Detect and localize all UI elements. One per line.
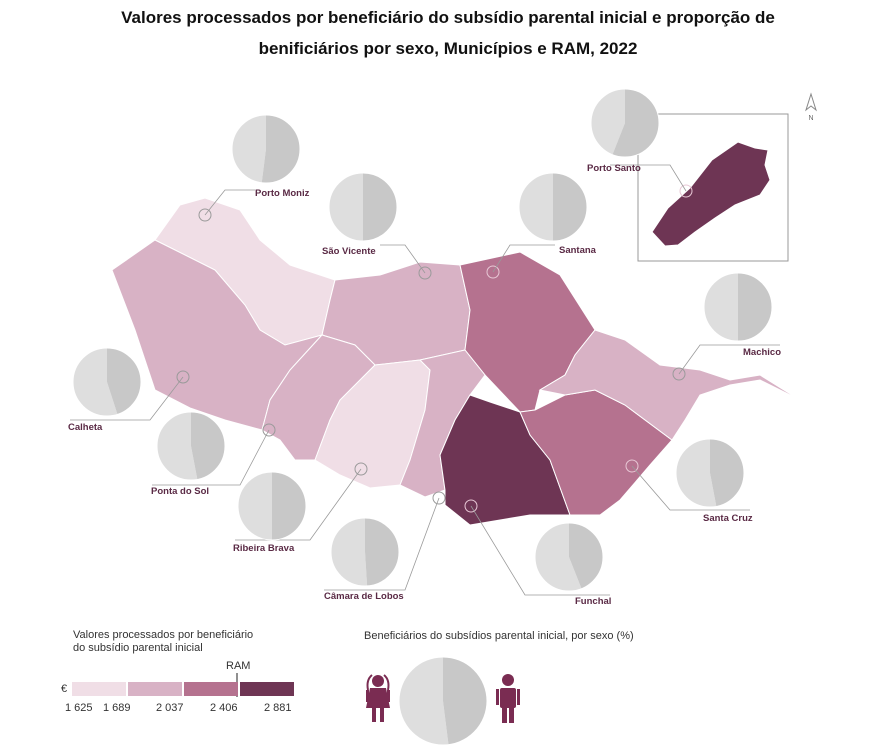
legend-values-title-1: Valores processados por beneficiário bbox=[73, 629, 254, 641]
pie-funchal bbox=[534, 522, 604, 592]
north-label: N bbox=[808, 115, 813, 122]
pie-ponta-do-sol bbox=[156, 411, 226, 481]
marker-machico bbox=[672, 367, 686, 381]
legend-tick-4: 2 406 bbox=[210, 702, 238, 714]
region-machico[interactable] bbox=[538, 329, 801, 441]
pie-sao-vicente-male-slice bbox=[363, 173, 397, 241]
marker-sao-vicente bbox=[418, 266, 432, 280]
leader-porto-moniz bbox=[204, 189, 255, 216]
pie-porto-moniz-male-slice bbox=[261, 115, 301, 183]
marker-santana bbox=[486, 265, 500, 279]
label-camara-de-lobos: Câmara de Lobos bbox=[324, 591, 404, 602]
legend-swatch-1 bbox=[72, 682, 126, 696]
pie-machico-female-slice bbox=[704, 273, 738, 341]
porto-santo-inset-frame bbox=[637, 113, 789, 262]
leader-calheta bbox=[70, 376, 184, 421]
pie-ribeira-brava-male-slice bbox=[272, 472, 306, 540]
legend-tick-3: 2 037 bbox=[156, 702, 184, 714]
label-porto-moniz: Porto Moniz bbox=[255, 188, 310, 199]
leader-funchal bbox=[470, 505, 610, 596]
pie-camara-de-lobos bbox=[330, 517, 400, 587]
marker-porto-moniz bbox=[198, 208, 212, 222]
pie-calheta bbox=[72, 347, 142, 417]
marker-santa-cruz bbox=[625, 459, 639, 473]
legend-pie-ram bbox=[398, 656, 488, 746]
pie-santana-female-slice bbox=[519, 173, 553, 241]
pie-sao-vicente-female-slice bbox=[329, 173, 363, 241]
leader-ribeira-brava bbox=[235, 468, 362, 541]
legend-swatch-3 bbox=[184, 682, 238, 696]
label-santana: Santana bbox=[559, 245, 597, 256]
leader-machico bbox=[678, 344, 780, 375]
label-porto-santo: Porto Santo bbox=[587, 163, 641, 174]
legend-pie-ram-male-slice bbox=[443, 657, 488, 745]
leader-sao-vicente bbox=[380, 244, 426, 274]
pie-sao-vicente bbox=[328, 172, 398, 242]
pie-machico bbox=[703, 272, 773, 342]
label-sao-vicente: São Vicente bbox=[322, 246, 376, 257]
pie-porto-santo-female-slice bbox=[591, 89, 625, 155]
leader-santana bbox=[492, 244, 555, 273]
marker-funchal bbox=[464, 499, 478, 513]
title-line-2: benificiários por sexo, Municípios e RAM… bbox=[258, 39, 638, 58]
leader-ponta-do-sol bbox=[152, 429, 270, 486]
pie-santana bbox=[518, 172, 588, 242]
region-ponta-do-sol[interactable] bbox=[261, 334, 376, 461]
legend-currency: € bbox=[61, 683, 68, 695]
legend-swatch-4 bbox=[240, 682, 294, 696]
label-ponta-do-sol: Ponta do Sol bbox=[151, 486, 209, 497]
legend-values-title-2: do subsídio parental inicial bbox=[73, 642, 203, 654]
pie-porto-santo bbox=[590, 88, 660, 158]
pie-santa-cruz-female-slice bbox=[675, 439, 717, 507]
marker-camara-de-lobos bbox=[432, 491, 446, 505]
pie-ponta-do-sol-male-slice bbox=[191, 412, 226, 480]
title-line-1: Valores processados por beneficiário do … bbox=[121, 8, 775, 27]
pie-funchal-female-slice bbox=[535, 523, 582, 591]
pie-ribeira-brava-female-slice bbox=[238, 472, 272, 540]
male-person-icon bbox=[496, 674, 520, 723]
label-ribeira-brava: Ribeira Brava bbox=[233, 543, 295, 554]
pie-porto-santo-male-slice bbox=[612, 89, 660, 157]
legend-tick-5: 2 881 bbox=[264, 702, 292, 714]
pie-ribeira-brava bbox=[237, 471, 307, 541]
leader-porto-santo bbox=[610, 164, 687, 192]
leader-santa-cruz bbox=[631, 465, 750, 511]
north-arrow-icon: N bbox=[805, 92, 817, 122]
pie-santa-cruz-male-slice bbox=[710, 439, 744, 507]
pie-calheta-female-slice bbox=[72, 348, 118, 416]
pie-santana-male-slice bbox=[553, 173, 587, 241]
pie-santa-cruz bbox=[675, 438, 745, 508]
marker-calheta bbox=[176, 370, 190, 384]
pie-porto-moniz bbox=[231, 114, 301, 184]
legend-pie-title: Beneficiários do subsídios parental inic… bbox=[364, 630, 634, 642]
leader-camara-de-lobos bbox=[324, 497, 440, 591]
legend-tick-1: 1 625 bbox=[65, 702, 93, 714]
pie-camara-de-lobos-male-slice bbox=[365, 518, 400, 586]
label-funchal: Funchal bbox=[575, 596, 611, 607]
pie-machico-male-slice bbox=[738, 273, 772, 341]
pie-calheta-male-slice bbox=[107, 348, 141, 415]
region-porto-santo[interactable] bbox=[651, 141, 771, 247]
pie-porto-moniz-female-slice bbox=[232, 115, 266, 183]
legend-pie-ram-female-slice bbox=[399, 657, 449, 745]
pie-funchal-male-slice bbox=[569, 523, 604, 589]
legend-tick-2: 1 689 bbox=[103, 702, 131, 714]
female-person-icon bbox=[366, 674, 390, 722]
pie-camara-de-lobos-female-slice bbox=[331, 518, 368, 586]
label-calheta: Calheta bbox=[68, 422, 103, 433]
legend-ram-label: RAM bbox=[226, 660, 251, 672]
legend-swatch-2 bbox=[128, 682, 182, 696]
label-santa-cruz: Santa Cruz bbox=[703, 513, 753, 524]
marker-ribeira-brava bbox=[354, 462, 368, 476]
label-machico: Machico bbox=[743, 347, 781, 358]
marker-ponta-do-sol bbox=[262, 423, 276, 437]
pie-ponta-do-sol-female-slice bbox=[157, 412, 198, 480]
marker-porto-santo bbox=[679, 184, 693, 198]
